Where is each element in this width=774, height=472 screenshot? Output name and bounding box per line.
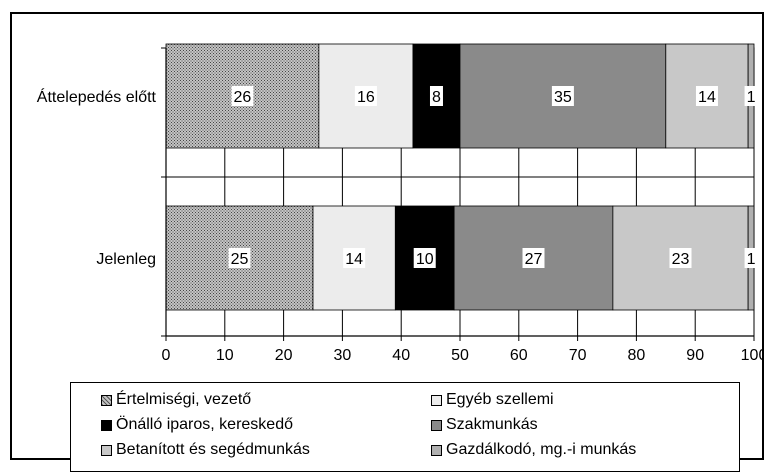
data-label: 27 (525, 251, 543, 268)
x-tick-label: 70 (569, 347, 587, 364)
data-label-box (522, 248, 545, 268)
data-label: 16 (357, 89, 375, 106)
legend-label: Értelmiségi, vezető (116, 391, 252, 408)
data-label-box (413, 248, 436, 268)
legend-item: Értelmiségi, vezető (101, 390, 251, 410)
data-label: 14 (345, 251, 363, 268)
legend-item: Egyéb szellemi (431, 390, 554, 410)
data-label-box (744, 86, 758, 106)
x-tick-label: 10 (216, 347, 234, 364)
legend-item: Betanított és segédmunkás (101, 440, 310, 460)
legend-item: Önálló iparos, kereskedő (101, 415, 293, 435)
data-label: 26 (234, 89, 252, 106)
data-label: 14 (698, 89, 716, 106)
legend-swatch (431, 394, 442, 406)
data-label-box (343, 248, 366, 268)
legend-swatch (431, 444, 442, 456)
data-label: 1 (747, 89, 756, 106)
legend-item: Szakmunkás (431, 415, 538, 435)
legend-label: Betanított és segédmunkás (116, 441, 310, 458)
bars: 26 16 8 35 14 1 25 14 10 27 23 1 (165, 43, 758, 311)
x-tick-label: 80 (628, 347, 646, 364)
x-tick-label: 20 (275, 347, 293, 364)
x-tick-label: 50 (451, 347, 469, 364)
chart-frame: 26 16 8 35 14 1 25 14 10 27 23 1 Áttelepedés előtt J… (10, 12, 764, 472)
legend-label: Egyéb szellemi (446, 391, 554, 408)
x-tick-label: 40 (392, 347, 410, 364)
data-label: 10 (416, 251, 434, 268)
legend-swatch (101, 444, 112, 456)
legend-swatch (101, 419, 112, 431)
legend-label: Gazdálkodó, mg.-i munkás (446, 441, 637, 458)
data-label: 35 (554, 89, 572, 106)
data-label: 23 (672, 251, 690, 268)
data-label-box (744, 248, 758, 268)
legend: Értelmiségi, vezető Egyéb szellemi Önálló … (70, 382, 740, 472)
data-label: 1 (747, 251, 756, 268)
x-tick-label: 30 (334, 347, 352, 364)
data-label-box (354, 86, 377, 106)
x-tick-label: 100 (741, 347, 762, 364)
x-tick-label: 60 (510, 347, 528, 364)
category-label: Áttelepedés előtt (37, 87, 157, 106)
data-label-box (695, 86, 718, 106)
data-label-box (429, 86, 443, 106)
legend-item: Gazdálkodó, mg.-i munkás (431, 440, 636, 460)
x-tick-label: 0 (162, 347, 171, 364)
data-label: 25 (231, 251, 249, 268)
data-label-box (231, 86, 254, 106)
legend-swatch (431, 419, 442, 431)
data-label-box (551, 86, 574, 106)
axes: Áttelepedés előtt Jelenleg 0 10 20 30 40 50 60 70… (37, 47, 762, 364)
category-label: Jelenleg (96, 251, 156, 268)
stacked-bar-chart: 26 16 8 35 14 1 25 14 10 27 23 1 Áttelepedés előtt J… (37, 43, 762, 364)
data-label: 8 (432, 89, 441, 106)
x-tick-label: 90 (686, 347, 704, 364)
legend-label: Szakmunkás (446, 416, 538, 433)
legend-label: Önálló iparos, kereskedő (116, 416, 293, 433)
data-label-box (669, 248, 692, 268)
legend-swatch (101, 394, 112, 406)
data-label-box (228, 248, 251, 268)
